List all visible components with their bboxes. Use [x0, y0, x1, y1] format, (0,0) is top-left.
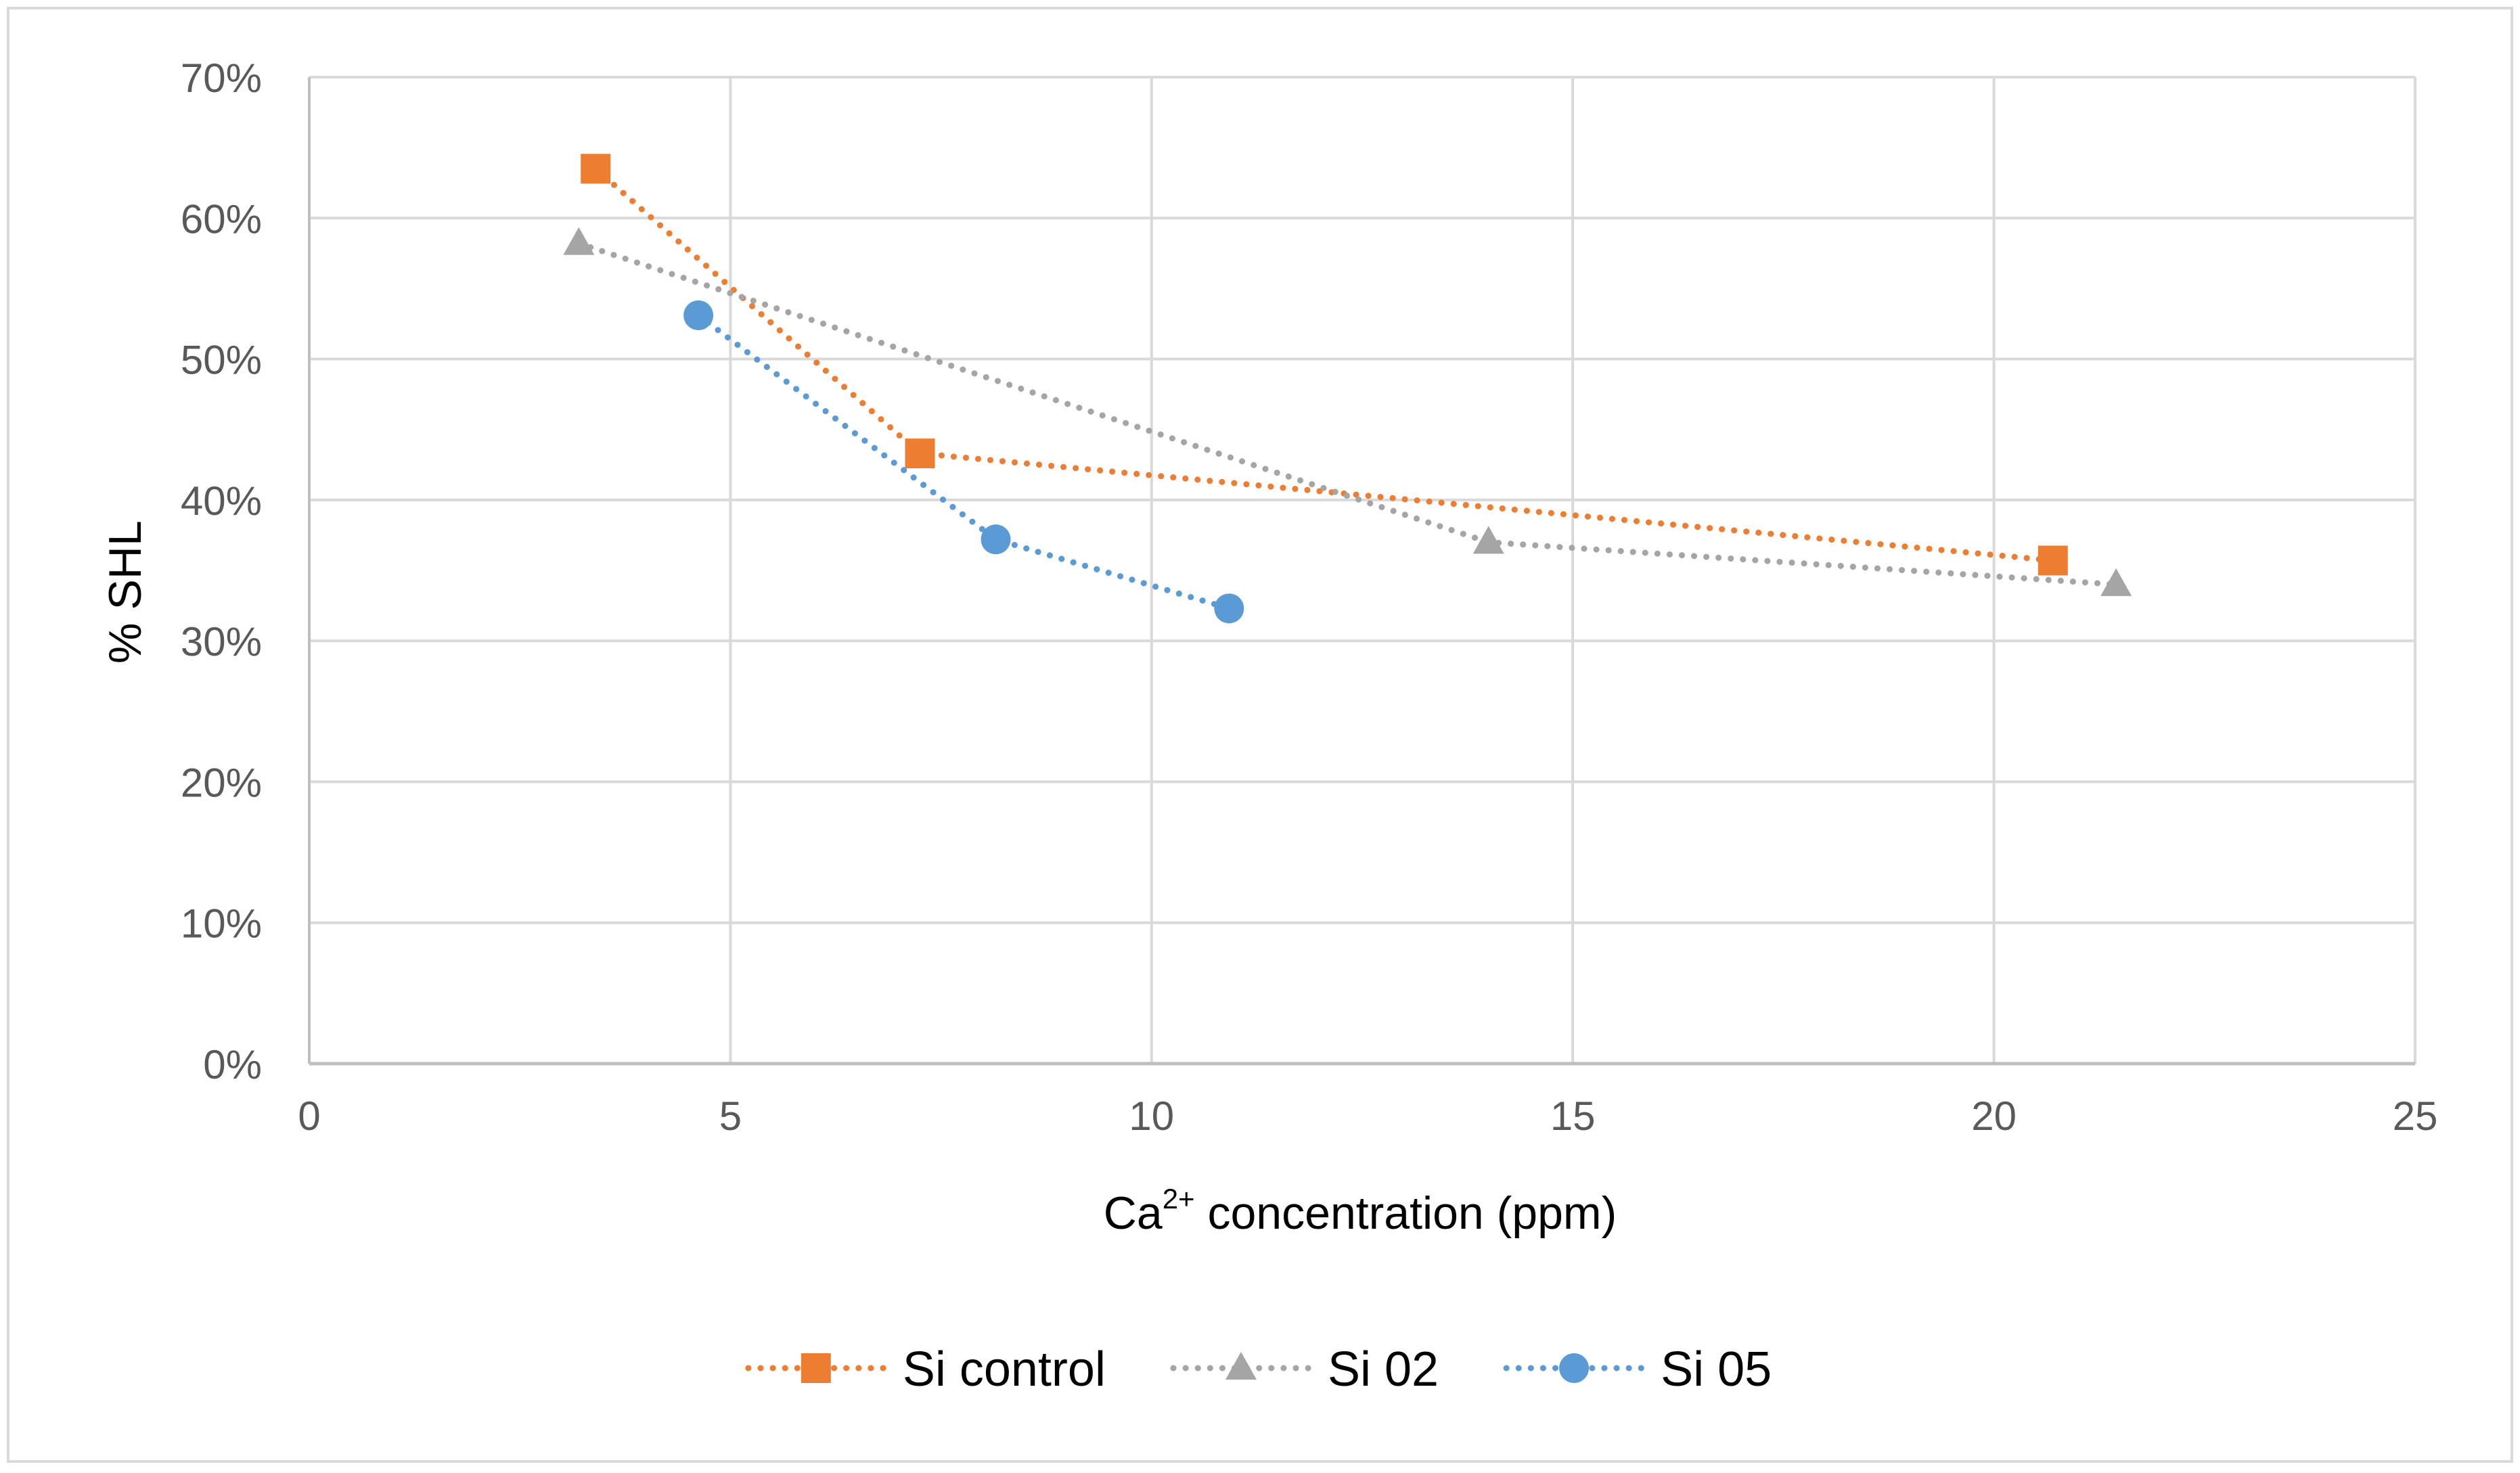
x-axis-label-main: Ca: [1104, 1187, 1163, 1239]
series-line-si-05: [695, 312, 1232, 612]
gridlines: [309, 76, 2416, 1064]
y-tick-label: 40%: [181, 478, 262, 524]
y-tick-label: 50%: [181, 338, 262, 383]
x-tick-label: 5: [719, 1093, 742, 1139]
series-si-02: [563, 227, 2132, 596]
y-tick-label: 0%: [203, 1042, 262, 1087]
legend-label: Si 05: [1661, 1342, 1772, 1397]
chart-border: [7, 7, 2513, 1463]
x-tick-label: 10: [1129, 1093, 1174, 1139]
data-point-si-05: [981, 524, 1011, 555]
data-point-si-control: [2038, 545, 2068, 576]
legend-item-si-02: Si 02: [1170, 1342, 1439, 1397]
data-point-si-02: [1472, 526, 1504, 554]
data-point-si-05: [683, 300, 714, 331]
x-tick-label: 20: [1971, 1093, 2017, 1139]
series-si-05: [683, 300, 1244, 624]
x-tick-label: 25: [2393, 1093, 2438, 1139]
x-axis-label-sup: 2+: [1163, 1183, 1195, 1215]
data-point-si-control: [581, 154, 611, 184]
series-si-control: [581, 154, 2068, 576]
x-axis-label: Ca2+ concentration (ppm): [1104, 1183, 1617, 1239]
y-tick-label: 70%: [181, 55, 262, 101]
y-tick-label: 20%: [181, 760, 262, 805]
y-axis-label: % SHL: [99, 520, 151, 664]
legend-item-si-05: Si 05: [1503, 1342, 1772, 1397]
y-tick-label: 30%: [181, 619, 262, 664]
data-point-si-05: [1214, 593, 1244, 624]
legend-item-si-control: Si control: [745, 1342, 1106, 1397]
data-series: [563, 154, 2132, 624]
data-point-si-02: [563, 227, 595, 255]
axes: [308, 77, 2415, 1066]
data-point-si-control: [905, 438, 935, 469]
y-tick-label: 10%: [181, 901, 262, 947]
x-tick-label: 0: [298, 1093, 320, 1139]
legend-label: Si control: [903, 1342, 1106, 1397]
x-axis-label-rest: concentration (ppm): [1195, 1187, 1617, 1239]
legend-marker: [1559, 1353, 1590, 1383]
legend-marker: [1225, 1352, 1257, 1380]
legend: Si control Si 02 Si 05: [745, 1342, 1772, 1397]
legend-label: Si 02: [1328, 1342, 1439, 1397]
x-tick-label: 15: [1550, 1093, 1596, 1139]
legend-marker: [801, 1353, 831, 1383]
y-tick-label: 60%: [181, 196, 262, 242]
data-point-si-02: [2100, 568, 2132, 596]
tick-labels: 0% 10% 20% 30% 40% 50% 60% 70% 0 5 10 15 20 25: [181, 55, 2437, 1139]
